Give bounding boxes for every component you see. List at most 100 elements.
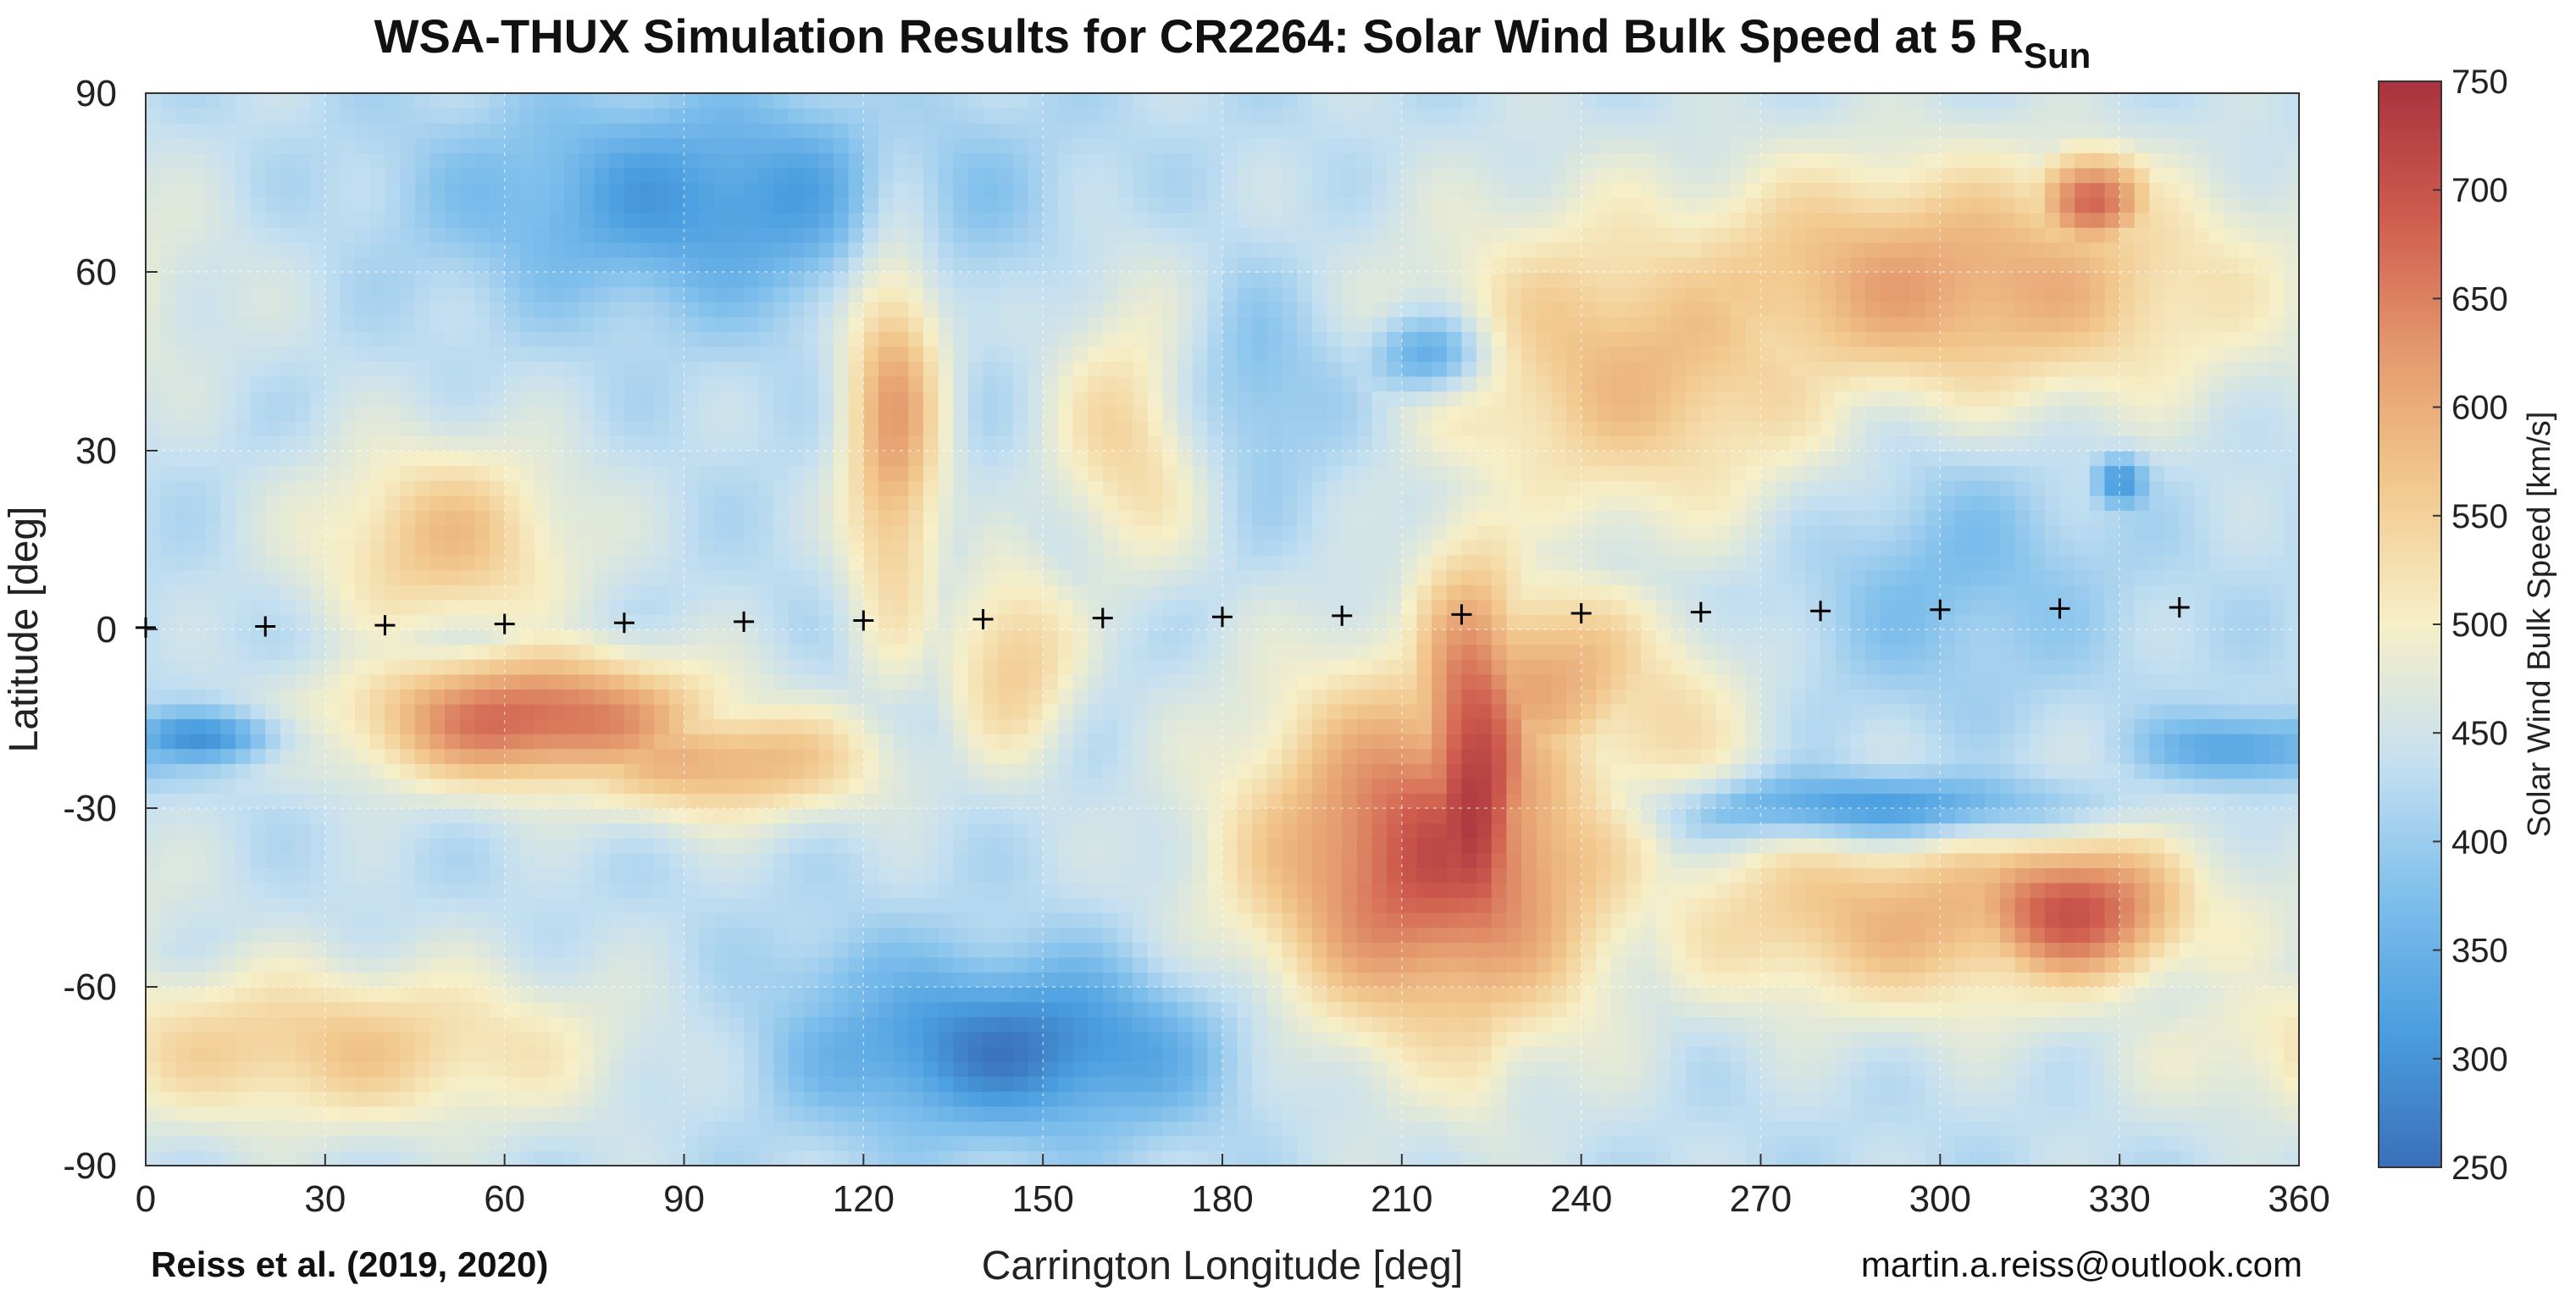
heatmap-cell (1536, 987, 1552, 1003)
heatmap-cell (1999, 703, 2016, 720)
heatmap-cell (998, 1135, 1014, 1152)
heatmap-cell (834, 673, 850, 690)
heatmap-cell (324, 897, 341, 913)
heatmap-cell (2104, 808, 2120, 824)
heatmap-cell (220, 838, 236, 854)
heatmap-cell (1670, 703, 1687, 720)
heatmap-cell (1088, 912, 1104, 928)
heatmap-cell (654, 942, 670, 958)
heatmap-cell (369, 956, 386, 973)
heatmap-cell (2224, 1135, 2240, 1152)
heatmap-cell (1940, 718, 1956, 734)
heatmap-cell (1133, 763, 1149, 779)
heatmap-cell (1566, 956, 1582, 973)
heatmap-cell (2119, 808, 2136, 824)
heatmap-cell (235, 897, 252, 913)
heatmap-cell (713, 838, 730, 854)
heatmap-cell (2164, 748, 2180, 764)
heatmap-cell (445, 1091, 461, 1107)
heatmap-cell (863, 838, 879, 854)
heatmap-cell (160, 1031, 176, 1047)
heatmap-cell (1760, 703, 1776, 720)
heatmap-cell (728, 1031, 745, 1047)
heatmap-cell (2194, 1061, 2210, 1078)
heatmap-cell (2030, 808, 2046, 824)
heatmap-cell (1088, 778, 1104, 795)
heatmap-cell (1954, 838, 1971, 854)
heatmap-cell (1491, 927, 1507, 943)
heatmap-cell (1491, 748, 1507, 764)
heatmap-cell (1043, 763, 1059, 779)
heatmap-cell (654, 1061, 670, 1078)
heatmap-cell (1012, 882, 1029, 899)
heatmap-cell (1999, 659, 2016, 675)
heatmap-cell (340, 1076, 356, 1092)
heatmap-cell (863, 987, 879, 1003)
heatmap-cell (623, 1121, 640, 1137)
heatmap-cell (803, 808, 819, 824)
heatmap-cell (1596, 942, 1612, 958)
heatmap-cell (2269, 972, 2285, 988)
heatmap-cell (1835, 956, 1852, 973)
heatmap-cell (519, 718, 535, 734)
heatmap-cell (1670, 808, 1687, 824)
heatmap-cell (1432, 838, 1448, 854)
heatmap-cell (1641, 659, 1657, 675)
heatmap-cell (713, 897, 730, 913)
heatmap-cell (1266, 927, 1283, 943)
heatmap-cell (1865, 897, 1881, 913)
heatmap-cell (1327, 1076, 1343, 1092)
heatmap-cell (1266, 1031, 1283, 1047)
heatmap-cell (818, 1017, 834, 1033)
heatmap-cell (250, 1076, 266, 1092)
heatmap-cell (1910, 1091, 1926, 1107)
heatmap-cell (519, 882, 535, 899)
heatmap-cell (1670, 793, 1687, 809)
heatmap-cell (773, 972, 789, 988)
heatmap-cell (504, 793, 520, 809)
heatmap-cell (609, 987, 625, 1003)
heatmap-cell (699, 644, 715, 660)
heatmap-cell (1043, 1121, 1059, 1137)
heatmap-cell (1686, 823, 1702, 839)
heatmap-cell (564, 808, 580, 824)
heatmap-cell (1147, 673, 1163, 690)
heatmap-cell (250, 1031, 266, 1047)
heatmap-cell (998, 912, 1014, 928)
heatmap-cell (2014, 987, 2030, 1003)
heatmap-cell (803, 823, 819, 839)
heatmap-cell (2269, 1091, 2285, 1107)
heatmap-cell (1985, 659, 2001, 675)
heatmap-cell (1820, 673, 1836, 690)
heatmap-cell (2104, 1046, 2120, 1062)
heatmap-cell (1731, 748, 1747, 764)
heatmap-cell (1356, 1105, 1373, 1122)
heatmap-cell (1461, 1031, 1477, 1047)
heatmap-cell (1162, 1001, 1178, 1017)
heatmap-cell (1266, 897, 1283, 913)
heatmap-cell (1252, 1091, 1268, 1107)
heatmap-cell (953, 927, 969, 943)
heatmap-cell (1641, 956, 1657, 973)
heatmap-cell (429, 1046, 446, 1062)
heatmap-cell (445, 1105, 461, 1122)
heatmap-cell (1536, 956, 1552, 973)
heatmap-cell (2014, 808, 2030, 824)
heatmap-cell (863, 689, 879, 705)
heatmap-cell (1371, 808, 1388, 824)
heatmap-cell (654, 673, 670, 690)
heatmap-cell (1446, 867, 1463, 884)
heatmap-cell (803, 1031, 819, 1047)
heatmap-cell (414, 1061, 430, 1078)
heatmap-cell (1999, 1135, 2016, 1152)
heatmap-cell (1117, 927, 1133, 943)
heatmap-cell (1416, 644, 1432, 660)
heatmap-cell (1371, 882, 1388, 899)
heatmap-cell (1820, 778, 1836, 795)
heatmap-cell (1910, 897, 1926, 913)
heatmap-cell (1177, 1076, 1194, 1092)
heatmap-cell (1133, 689, 1149, 705)
heatmap-cell (504, 1076, 520, 1092)
heatmap-cell (1476, 1091, 1493, 1107)
heatmap-cell (1820, 1001, 1836, 1017)
